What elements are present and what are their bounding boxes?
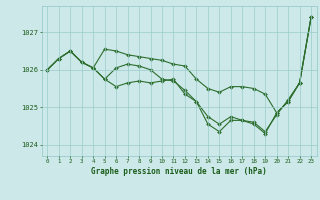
X-axis label: Graphe pression niveau de la mer (hPa): Graphe pression niveau de la mer (hPa) xyxy=(91,167,267,176)
